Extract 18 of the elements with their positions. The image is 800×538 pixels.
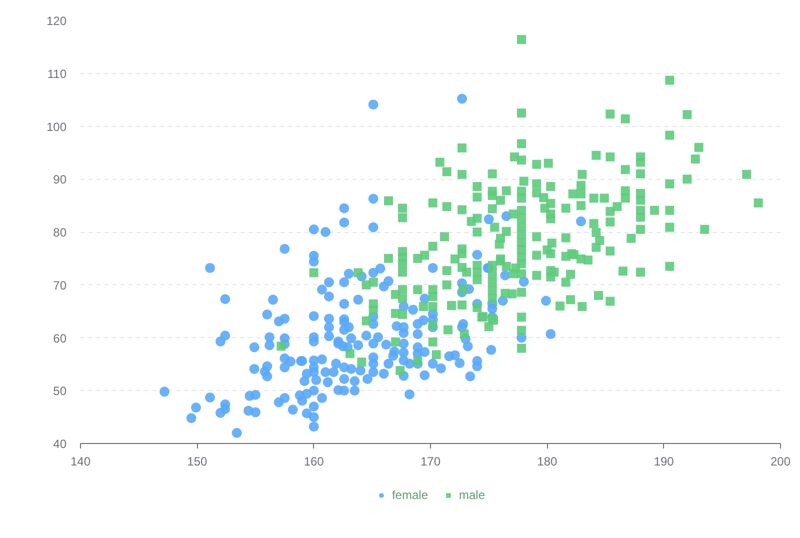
legend-label: male xyxy=(459,488,486,502)
x-tick-label: 160 xyxy=(304,454,324,468)
y-tick-label: 110 xyxy=(47,66,67,81)
y-tick-label: 90 xyxy=(53,172,67,187)
y-tick-label: 50 xyxy=(53,384,67,398)
x-tick-label: 140 xyxy=(70,454,91,468)
y-tick-label: 40 xyxy=(53,437,67,451)
y-tick-label: 120 xyxy=(46,14,67,28)
x-tick-label: 170 xyxy=(420,454,441,468)
x-tick-label: 150 xyxy=(187,454,208,468)
x-tick-label: 200 xyxy=(770,454,791,468)
x-tick-label: 190 xyxy=(654,454,674,468)
y-tick-label: 80 xyxy=(53,226,67,240)
y-tick-label: 70 xyxy=(53,278,67,292)
x-tick-label: 180 xyxy=(537,454,558,468)
y-tick-label: 60 xyxy=(53,331,67,346)
legend-label: female xyxy=(392,488,428,502)
y-tick-label: 100 xyxy=(46,120,67,134)
